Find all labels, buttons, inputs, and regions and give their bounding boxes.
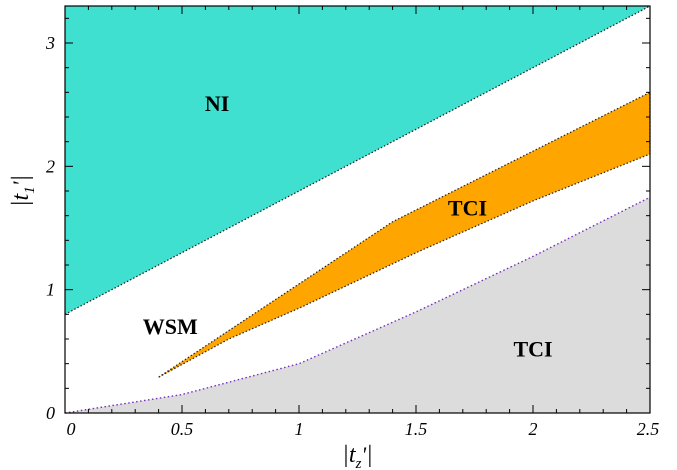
axis-label-symbol: t (349, 442, 357, 468)
y-tick-label: 3 (45, 33, 55, 53)
y-axis-label: |t1'| (8, 175, 38, 207)
region-label: TCI (513, 336, 552, 361)
x-tick-label: 2.5 (637, 419, 660, 439)
y-tick-label: 1 (46, 280, 55, 300)
axis-label-bar: | (8, 175, 34, 182)
region-label-wsm: WSM (143, 314, 198, 339)
axis-label-bar: | (342, 442, 349, 468)
axis-label-prime: ' (8, 181, 33, 186)
axis-label-bar: | (8, 200, 34, 207)
x-axis-label: |tz'| (342, 442, 372, 470)
x-tick-label: 0.5 (171, 419, 194, 439)
y-tick-label: 2 (46, 156, 55, 176)
x-tick-label: 1 (295, 419, 304, 439)
x-tick-label: 1.5 (405, 419, 428, 439)
axis-label-sub: z (355, 456, 362, 470)
axis-label-symbol: t (8, 192, 34, 200)
x-tick-label: 2 (529, 419, 538, 439)
plot-frame (64, 5, 651, 414)
svg-text:|t1'|: |t1'| (8, 175, 38, 207)
y-tick-label: 0 (46, 403, 55, 423)
boundary-tci-band (158, 91, 651, 378)
axis-label-prime: ' (361, 442, 366, 467)
axis-label-sub: 1 (22, 186, 38, 194)
axis-label-bar: | (366, 442, 373, 468)
region-tci-band (158, 92, 650, 378)
x-tick-label: 0 (67, 419, 76, 439)
region-label: NI (205, 91, 229, 116)
svg-text:|tz'|: |tz'| (342, 442, 372, 470)
region-tci-lower (65, 197, 650, 413)
region-label: TCI (448, 196, 487, 221)
